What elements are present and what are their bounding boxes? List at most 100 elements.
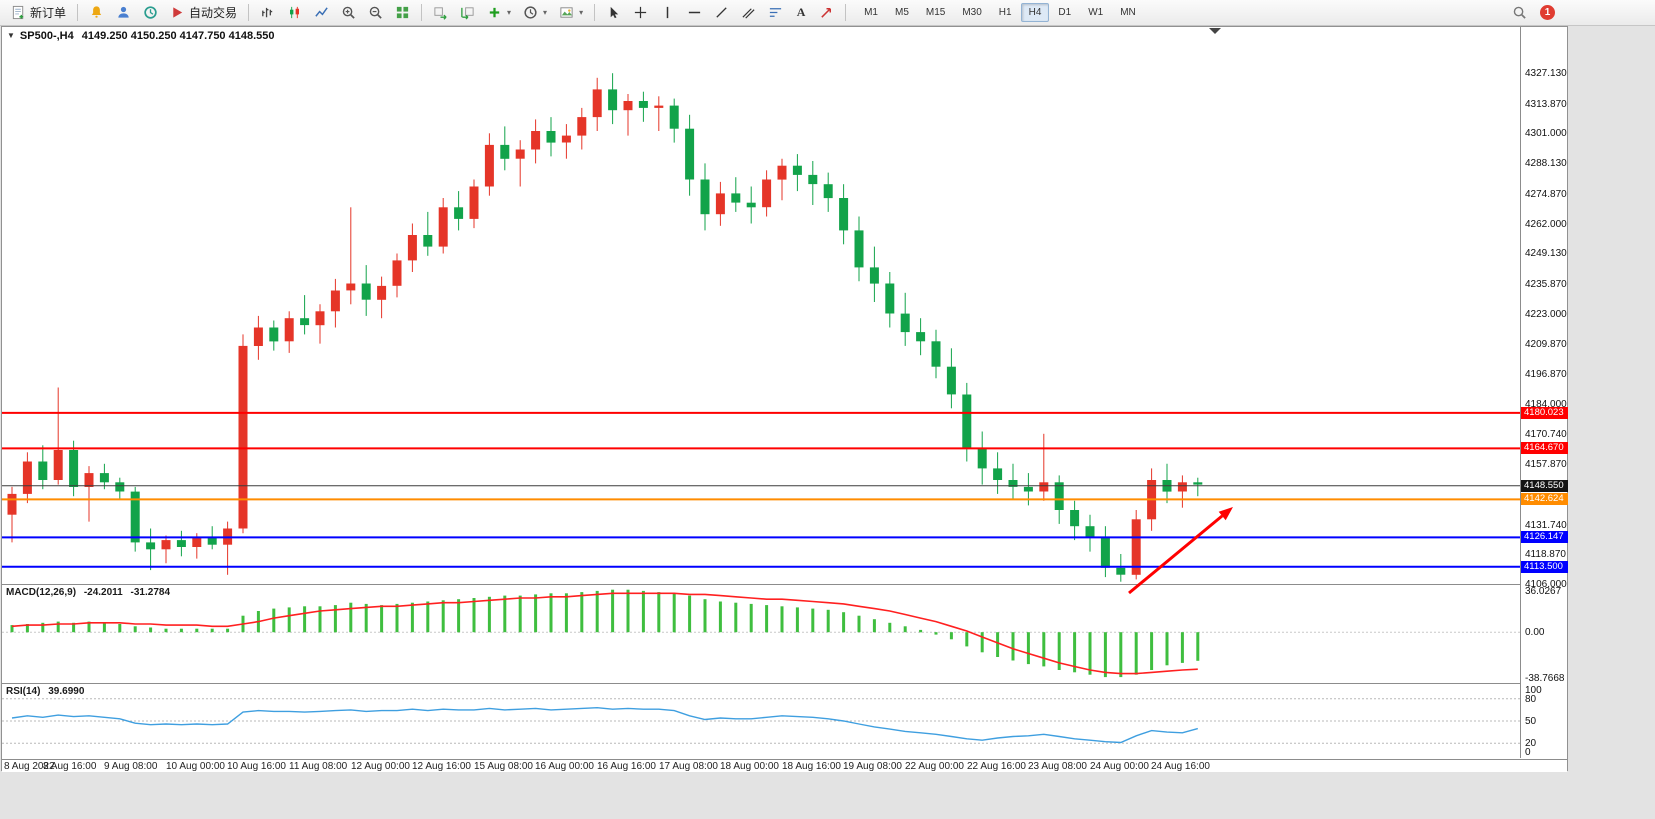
- fibonacci-button[interactable]: [763, 2, 788, 23]
- zoom-in-button[interactable]: [336, 2, 361, 23]
- candle-body: [946, 366, 956, 395]
- candle-body: [916, 332, 926, 342]
- macd-histogram-bar: [795, 607, 799, 633]
- line-chart-button[interactable]: [309, 2, 334, 23]
- fibonacci-icon: [768, 5, 783, 20]
- bar-chart-button[interactable]: [255, 2, 280, 23]
- search-icon: [1512, 5, 1527, 20]
- dropdown-caret-icon: ▾: [543, 7, 548, 17]
- price-chart[interactable]: [2, 27, 1520, 584]
- trendline-button[interactable]: [709, 2, 734, 23]
- macd-label: MACD(12,26,9): [6, 587, 77, 598]
- candle-body: [238, 345, 248, 529]
- macd-pane[interactable]: MACD(12,26,9) -24.2011 -31.2784: [2, 585, 1520, 683]
- candle-body: [500, 144, 510, 159]
- new-order-button[interactable]: 新订单: [6, 2, 71, 23]
- macd-histogram-bar: [888, 622, 892, 633]
- macd-histogram-bar: [1150, 632, 1154, 670]
- auto-scroll-button[interactable]: [428, 2, 453, 23]
- candle-body: [1039, 482, 1049, 492]
- timeframe-button-mn[interactable]: MN: [1120, 7, 1136, 18]
- pane-divider[interactable]: [2, 584, 1567, 585]
- timeframe-button-m1[interactable]: M1: [864, 7, 878, 18]
- macd-scale-label: -38.7668: [1525, 673, 1565, 684]
- zoom-out-button[interactable]: [363, 2, 388, 23]
- candle-body: [7, 493, 17, 515]
- timeframe-button-m5[interactable]: M5: [894, 7, 909, 18]
- candle-body: [377, 285, 387, 300]
- periods-button[interactable]: ▾: [518, 2, 552, 23]
- price-tick-label: 4288.130: [1525, 158, 1567, 170]
- community-button[interactable]: [111, 2, 136, 23]
- new-order-icon: [11, 5, 26, 20]
- macd-histogram-bar: [318, 606, 322, 633]
- vertical-line-button[interactable]: [655, 2, 680, 23]
- macd-histogram-bar: [534, 594, 538, 633]
- notification-badge[interactable]: 1: [1540, 5, 1555, 20]
- macd-histogram-bar: [1088, 632, 1092, 675]
- rsi-scale-label: 0: [1525, 747, 1531, 758]
- price-pane[interactable]: ▼ SP500-,H4 4149.250 4150.250 4147.750 41…: [2, 27, 1520, 584]
- arrows-button[interactable]: [814, 2, 839, 23]
- crosshair-icon: [633, 5, 648, 20]
- chart-collapse-icon[interactable]: ▼: [7, 31, 15, 40]
- timeframe-button-w1[interactable]: W1: [1088, 7, 1104, 18]
- templates-button[interactable]: ▾: [554, 2, 588, 23]
- text-button[interactable]: A: [790, 2, 812, 23]
- toolbar-separator: [594, 4, 596, 21]
- candle-body: [161, 540, 171, 550]
- autotrading-icon: [170, 5, 185, 20]
- alerts-button[interactable]: [84, 2, 109, 23]
- rsi-chart[interactable]: [2, 684, 1520, 758]
- indicators-button[interactable]: ▾: [482, 2, 516, 23]
- news-button[interactable]: [138, 2, 163, 23]
- price-tick-label: 4209.870: [1525, 338, 1567, 350]
- candle-body: [84, 473, 94, 487]
- macd-histogram-bar: [410, 602, 414, 633]
- candle-body: [577, 117, 587, 136]
- autotrading-button[interactable]: 自动交易: [165, 2, 242, 23]
- time-axis[interactable]: 8 Aug 2022 8 Aug 16:00 9 Aug 08:00 10 Aug 0…: [2, 759, 1567, 772]
- timeframe-button-d1[interactable]: D1: [1058, 7, 1072, 18]
- toolbar: 新订单 自动交易 ▾ ▾ ▾ A M1 M5 M15 M30 H1 H4 D1 W1 MN 1: [0, 0, 1655, 26]
- timeframe-button-h4[interactable]: H4: [1020, 3, 1050, 22]
- chart-shift-marker-icon[interactable]: [1209, 28, 1221, 34]
- candle-body: [176, 540, 186, 547]
- price-tick-label: 4118.870: [1525, 549, 1566, 561]
- macd-histogram-bar: [1196, 632, 1200, 661]
- channel-button[interactable]: [736, 2, 761, 23]
- macd-histogram-bar: [765, 605, 769, 633]
- candle-body: [623, 101, 633, 111]
- macd-histogram-bar: [10, 625, 14, 633]
- candle-body: [962, 394, 972, 448]
- pane-divider[interactable]: [2, 683, 1567, 684]
- price-axis[interactable]: 4327.130 4313.870 4301.000 4288.130 4274.870…: [1520, 27, 1568, 758]
- cursor-button[interactable]: [601, 2, 626, 23]
- macd-histogram-bar: [688, 595, 692, 633]
- search-button[interactable]: [1507, 2, 1532, 23]
- toolbar-right-spacer: [1557, 12, 1649, 13]
- horizontal-line-button[interactable]: [682, 2, 707, 23]
- macd-histogram-bar: [41, 622, 45, 633]
- macd-histogram-bar: [549, 593, 553, 633]
- timeframe-button-m15[interactable]: M15: [925, 7, 946, 18]
- candle-body: [392, 260, 402, 286]
- price-level-box: 4142.624: [1521, 493, 1568, 506]
- crosshair-button[interactable]: [628, 2, 653, 23]
- tile-windows-button[interactable]: [390, 2, 415, 23]
- candle-body: [885, 283, 895, 314]
- macd-histogram-bar: [996, 632, 1000, 657]
- candle-body: [700, 179, 710, 215]
- candle-body: [253, 327, 263, 346]
- candlestick-chart-button[interactable]: [282, 2, 307, 23]
- timeframe-button-m30[interactable]: M30: [962, 7, 982, 18]
- timeframe-button-h1[interactable]: H1: [998, 7, 1012, 18]
- chart-shift-button[interactable]: [455, 2, 480, 23]
- rsi-pane[interactable]: RSI(14) 39.6990: [2, 684, 1520, 758]
- candle-body: [1100, 537, 1110, 568]
- macd-histogram-bar: [472, 598, 476, 633]
- price-tick-label: 4157.870: [1525, 459, 1567, 471]
- macd-histogram-bar: [149, 627, 153, 633]
- macd-histogram-bar: [349, 602, 353, 633]
- macd-chart[interactable]: [2, 585, 1520, 683]
